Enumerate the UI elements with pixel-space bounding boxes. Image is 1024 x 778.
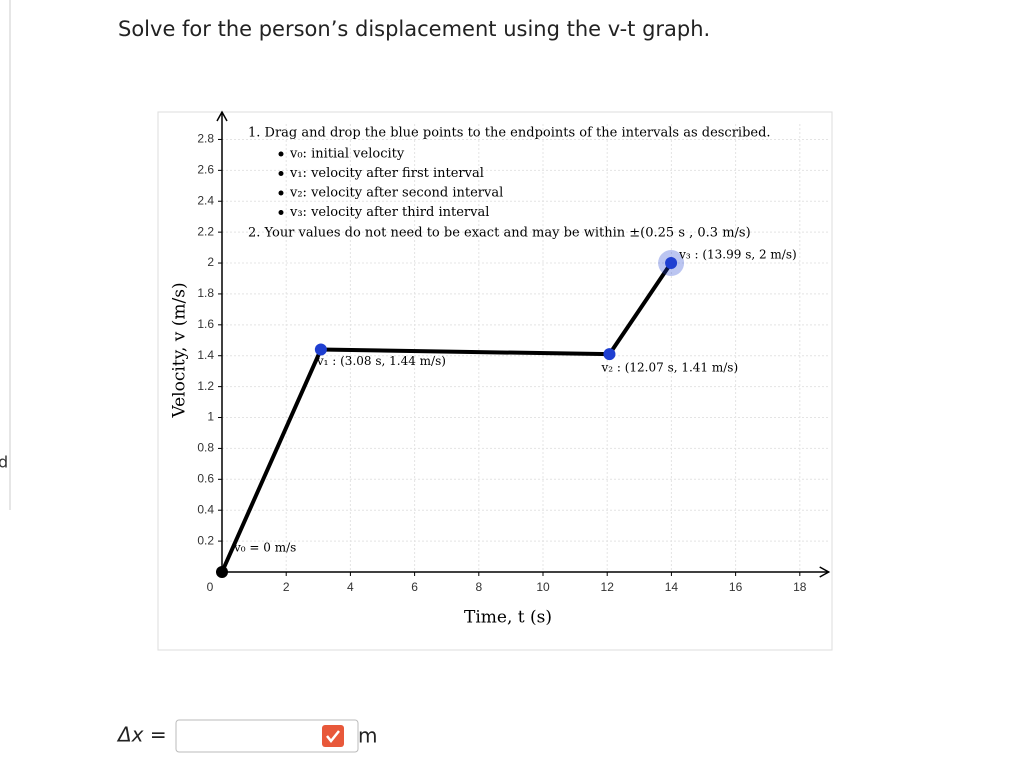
prompt: Solve for the person’s displacement usin…: [118, 17, 710, 41]
y-tick-label: 0.8: [197, 441, 214, 455]
y-tick-label: 2.8: [197, 132, 214, 146]
instruction-bullet: v₀: initial velocity: [289, 147, 405, 162]
x-tick-label: 18: [793, 580, 807, 594]
answer-input[interactable]: [175, 719, 359, 753]
point-label: v₂ : (12.07 s, 1.41 m/s): [600, 361, 738, 375]
y-tick-label: 0.2: [197, 533, 214, 547]
x-tick-label: 16: [729, 580, 743, 594]
velocity-line: [220, 261, 673, 573]
answer-label: Δx =: [116, 723, 167, 747]
x-tick-label: 10: [536, 580, 550, 594]
bullet: [278, 151, 284, 157]
x-arrow: [819, 566, 831, 578]
x-tick-label: 14: [665, 580, 679, 594]
x-tick-label: 2: [283, 580, 290, 594]
instruction-bullet: v₂: velocity after second interval: [289, 186, 503, 201]
check-icon[interactable]: [322, 725, 344, 747]
data-point[interactable]: [665, 257, 678, 270]
data-point[interactable]: [216, 566, 228, 578]
check-mark: [326, 730, 340, 744]
y-tick-label: 2.4: [197, 193, 214, 207]
x-tick-label: 8: [475, 580, 482, 594]
answer-unit: m: [358, 724, 377, 748]
instruction: 2. Your values do not need to be exact a…: [248, 226, 751, 241]
x-tick-label: 12: [601, 580, 615, 594]
instruction-bullet: v₃: velocity after third interval: [289, 205, 489, 220]
sidebar-text: d: [0, 453, 8, 472]
x-axis-label: Time, t (s): [464, 608, 552, 628]
point-label: v₁ : (3.08 s, 1.44 m/s): [316, 354, 446, 368]
bullet: [278, 171, 284, 176]
y-tick-label: 0.6: [197, 471, 214, 485]
y-tick-label: 2: [207, 255, 214, 269]
data-point[interactable]: [603, 348, 616, 361]
bullet: [278, 190, 284, 196]
y-arrow: [216, 110, 228, 122]
y-tick-label: 1: [207, 410, 214, 424]
y-tick-label: 2.6: [197, 163, 214, 177]
data-point[interactable]: [314, 343, 327, 356]
y-tick-label: 1.2: [197, 379, 214, 393]
x-tick-label: 6: [411, 580, 418, 594]
y-tick-label: 0.4: [197, 502, 214, 516]
y-tick-label: 2.2: [197, 224, 214, 238]
x-tick-label: 0: [207, 580, 214, 594]
instruction: 1. Drag and drop the blue points to the …: [248, 126, 771, 141]
y-tick-label: 1.8: [197, 286, 214, 300]
y-tick-label: 1.4: [197, 348, 214, 362]
point-label: v₀ = 0 m/s: [233, 541, 296, 555]
bullet: [278, 210, 284, 215]
x-tick-label: 4: [347, 580, 354, 594]
instruction-bullet: v₁: velocity after first interval: [289, 166, 484, 181]
point-label: v₃ : (13.99 s, 2 m/s): [678, 248, 797, 262]
y-tick-label: 1.6: [197, 317, 214, 331]
y-axis-label: Velocity, v (m/s): [170, 282, 190, 418]
